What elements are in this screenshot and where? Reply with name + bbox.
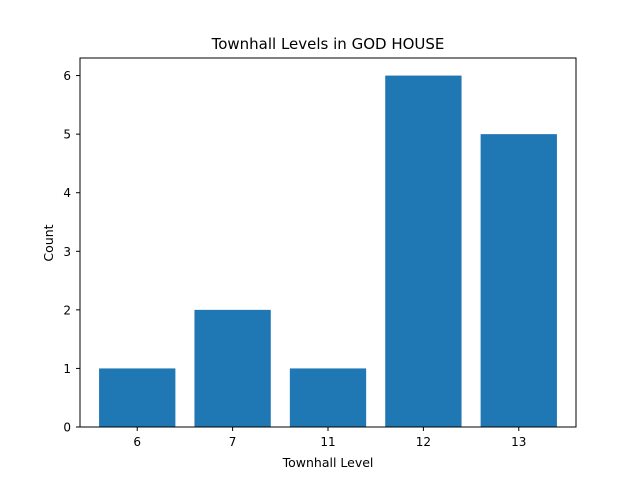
y-tick-label: 1 (63, 362, 71, 376)
x-tick-label: 6 (133, 435, 141, 449)
x-tick-label: 13 (511, 435, 526, 449)
y-axis-label: Count (41, 224, 56, 261)
y-tick-label: 6 (63, 69, 71, 83)
x-tick-label: 12 (416, 435, 431, 449)
y-tick-label: 4 (63, 186, 71, 200)
y-tick-label: 5 (63, 128, 71, 142)
bar-12 (385, 75, 462, 428)
x-tick-label: 11 (320, 435, 335, 449)
y-tick-label: 2 (63, 303, 71, 317)
bar-13 (480, 134, 557, 427)
x-axis-label: Townhall Level (282, 455, 374, 470)
y-tick-label: 0 (63, 421, 71, 435)
y-tick-label: 3 (63, 245, 71, 259)
bar-11 (289, 368, 367, 427)
bar-6 (99, 368, 176, 427)
x-tick-label: 7 (229, 435, 237, 449)
chart-title: Townhall Levels in GOD HOUSE (211, 35, 445, 53)
bar-7 (194, 309, 271, 427)
bars-layer (99, 75, 557, 428)
